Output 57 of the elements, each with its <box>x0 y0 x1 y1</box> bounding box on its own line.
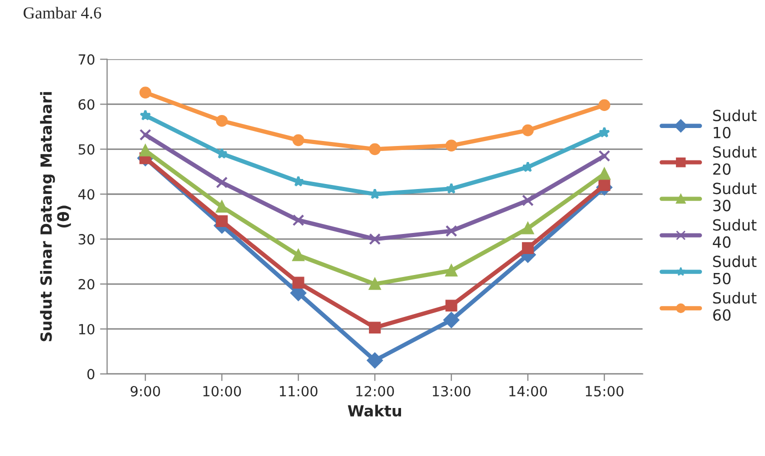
legend-label: Sudut 10 <box>713 109 757 138</box>
point <box>522 194 534 206</box>
point <box>445 225 458 237</box>
point <box>216 148 228 159</box>
point <box>598 168 610 180</box>
point <box>598 99 610 112</box>
point <box>522 161 534 172</box>
point <box>292 214 304 226</box>
point <box>216 176 228 188</box>
y-tick-label: 10 <box>79 324 94 334</box>
point <box>292 134 304 146</box>
point <box>368 143 381 156</box>
point <box>216 114 228 127</box>
point <box>445 140 458 152</box>
point <box>292 249 304 262</box>
y-tick-label: 70 <box>78 54 94 65</box>
point <box>140 110 152 120</box>
legend-label: Sudut 40 <box>712 218 757 248</box>
x-tick-label: 13:00 <box>432 386 470 396</box>
point <box>368 278 381 290</box>
point <box>216 200 228 213</box>
point <box>366 352 383 368</box>
point <box>522 242 534 254</box>
y-axis-title: Sudut Sinar Datang Matahari (θ) <box>40 92 71 342</box>
legend-label: Sudut 60 <box>713 292 757 321</box>
point <box>522 124 534 136</box>
point <box>139 144 152 156</box>
x-tick-label: 15:00 <box>586 386 624 396</box>
point <box>292 276 304 289</box>
legend-label: Sudut 50 <box>713 255 757 284</box>
x-tick-label: 10:00 <box>203 386 241 396</box>
y-tick-label: 40 <box>78 189 94 200</box>
point <box>443 312 460 328</box>
point <box>216 215 228 227</box>
x-tick-label: 9:00 <box>130 386 160 396</box>
point <box>368 233 381 245</box>
y-tick-label: 60 <box>78 99 94 110</box>
point <box>139 86 152 98</box>
y-tick-label: 0 <box>87 368 94 380</box>
x-axis-title: Waktu <box>348 404 402 417</box>
y-tick-label: 30 <box>78 234 94 245</box>
x-tick-label: 11:00 <box>280 386 318 396</box>
legend-label: Sudut 30 <box>713 182 757 212</box>
y-tick-label: 50 <box>78 144 94 155</box>
point <box>522 222 534 234</box>
point <box>598 179 610 192</box>
point <box>445 264 458 276</box>
x-tick-label: 14:00 <box>509 386 547 396</box>
x-tick-label: 12:00 <box>356 386 394 396</box>
y-tick-label: 20 <box>78 278 94 290</box>
point <box>598 126 610 138</box>
point <box>598 150 610 162</box>
legend-label: Sudut 20 <box>713 146 757 175</box>
point <box>445 300 458 312</box>
point <box>139 128 152 141</box>
text: Gambar 4.6 <box>24 6 102 19</box>
point <box>368 322 381 334</box>
